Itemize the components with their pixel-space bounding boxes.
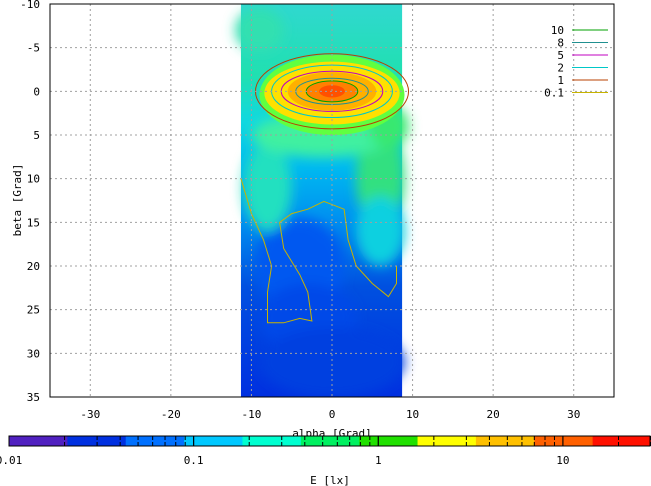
legend-label: 0.1: [544, 87, 564, 100]
x-tick-label: 20: [487, 408, 500, 421]
x-tick-label: -20: [161, 408, 181, 421]
y-tick-label: -10: [20, 0, 40, 11]
x-tick-label: 10: [406, 408, 419, 421]
y-tick-label: 0: [33, 85, 40, 98]
y-tick-label: 20: [27, 260, 40, 273]
heatmap-region: [259, 327, 405, 397]
colorbar-segment: [184, 436, 243, 446]
contour-level-0.1: [240, 178, 397, 324]
colorbar-tick-label: 0.01: [0, 454, 22, 467]
colorbar-segment: [242, 436, 302, 446]
colorbar-segment: [475, 436, 535, 446]
legend-label: 10: [551, 24, 564, 37]
heatmap-region: [356, 196, 405, 266]
colorbar-tick-label: 0.1: [184, 454, 204, 467]
legend-label: 8: [557, 37, 564, 50]
heatmap-region: [235, 8, 284, 53]
x-tick-label: -30: [80, 408, 100, 421]
y-tick-label: 35: [27, 391, 40, 404]
y-tick-label: 5: [33, 129, 40, 142]
heatmap-hotspot: [319, 85, 345, 98]
plot-frame: [49, 3, 615, 398]
colorbar-segment: [417, 436, 477, 446]
y-tick-label: 30: [27, 347, 40, 360]
colorbar-segment: [300, 436, 360, 446]
colorbar-tick-label: 1: [375, 454, 382, 467]
x-tick-label: -10: [241, 408, 261, 421]
colorbar-segment: [592, 436, 651, 446]
colorbar-segment: [9, 436, 68, 446]
x-axis-ticks: -30 -20 -10 0 10 20 30: [80, 408, 580, 421]
colorbar-segment: [359, 436, 419, 446]
colorbar-tick-label: 10: [556, 454, 569, 467]
colorbar-segment: [67, 436, 127, 446]
y-tick-label: -5: [27, 42, 40, 55]
y-tick-label: 15: [27, 216, 40, 229]
colorbar: 0.01 0.1 1 10: [0, 435, 651, 467]
y-tick-label: 25: [27, 304, 40, 317]
y-tick-label: 10: [27, 173, 40, 186]
y-axis-ticks: -10 -5 0 5 10 15 20 25 30 35: [20, 0, 40, 404]
legend-label: 1: [557, 74, 564, 87]
heatmap-surface: [235, 4, 409, 397]
x-tick-label: 30: [567, 408, 580, 421]
colorbar-label: E [lx]: [310, 474, 350, 486]
legend-label: 5: [557, 49, 564, 62]
colorbar-segment: [125, 436, 185, 446]
y-axis-label: beta [Grad]: [11, 164, 24, 237]
colorbar-segment: [534, 436, 594, 446]
x-tick-label: 0: [329, 408, 336, 421]
legend-label: 2: [557, 62, 564, 75]
heatmap-region: [243, 143, 292, 232]
